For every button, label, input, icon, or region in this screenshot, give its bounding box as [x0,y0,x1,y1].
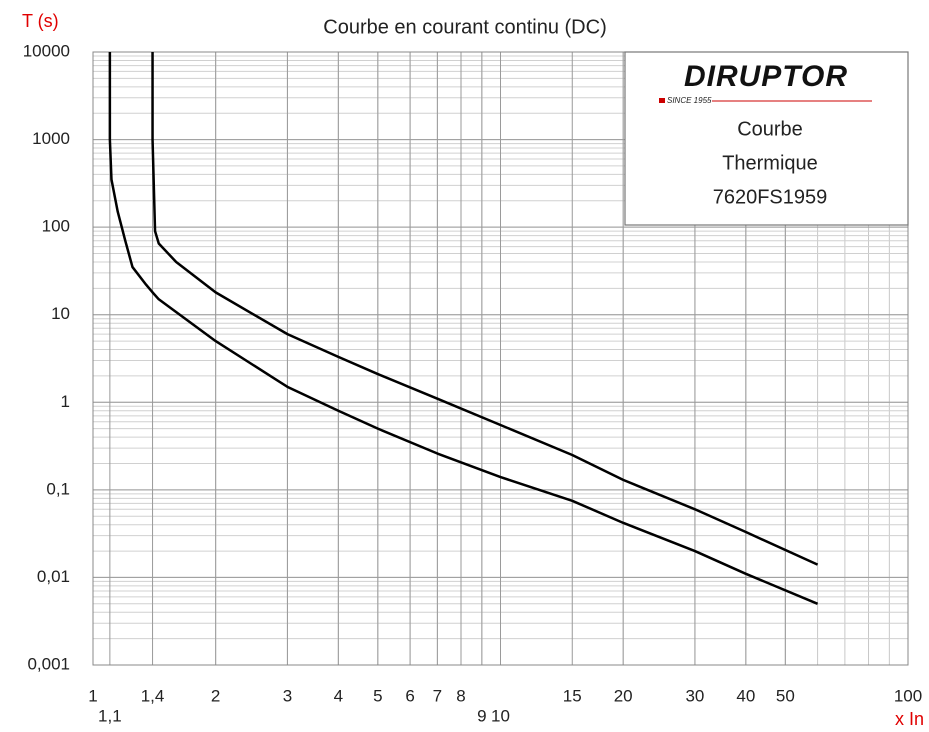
x-tick-label: 100 [894,686,922,705]
x-tick-label: 3 [283,686,292,705]
brand-since: SINCE 1955 [667,96,712,105]
y-tick-label: 0,1 [46,479,70,498]
x-tick-label: 7 [433,686,442,705]
x-axis-label: x In [895,709,924,729]
brand-logo: DIRUPTOR [684,60,848,93]
x-tick-label: 6 [405,686,414,705]
y-tick-label: 1000 [32,129,70,148]
chart-title: Courbe en courant continu (DC) [323,16,606,38]
logo-flag [659,98,665,103]
y-tick-label: 0,01 [37,567,70,586]
x-tick-label: 20 [614,686,633,705]
x-tick-label: 1,1 [98,706,122,725]
plot-border [92,51,909,666]
y-tick-label: 10000 [23,41,70,60]
legend-text: Courbe [737,118,803,140]
x-tick-label: 2 [211,686,220,705]
x-tick-label: 4 [334,686,343,705]
x-tick-label: 10 [491,706,510,725]
x-tick-label: 15 [563,686,582,705]
x-tick-label: 5 [373,686,382,705]
x-tick-label: 8 [456,686,465,705]
curve [151,52,819,566]
y-tick-label: 10 [51,304,70,323]
x-tick-label: 50 [776,686,795,705]
y-axis-label: T (s) [22,11,59,31]
legend-text: Thermique [722,152,818,174]
curve [108,52,819,605]
legend-text: 7620FS1959 [713,186,828,208]
x-tick-label: 30 [685,686,704,705]
y-tick-label: 0,001 [27,654,70,673]
y-tick-label: 1 [61,392,70,411]
legend-box [624,51,909,226]
x-tick-label: 9 [477,706,486,725]
x-tick-label: 40 [736,686,755,705]
x-tick-label: 1 [88,686,97,705]
x-tick-label: 1,4 [141,686,165,705]
y-tick-label: 100 [42,217,70,236]
